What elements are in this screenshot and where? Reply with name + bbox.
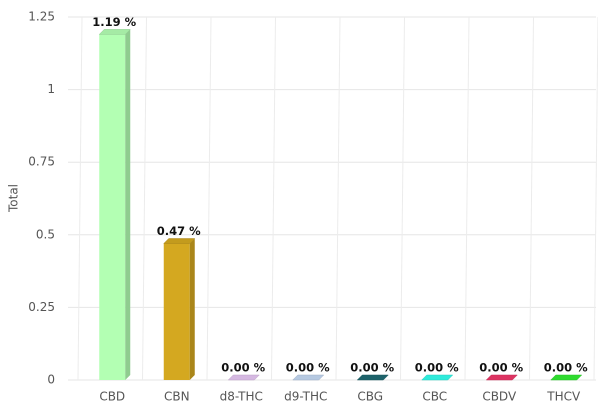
band-separator — [206, 16, 212, 381]
y-tick-label: 1.25 — [28, 10, 55, 24]
value-label: 0.00 % — [544, 361, 588, 375]
value-label: 0.00 % — [350, 361, 394, 375]
x-tick-label: d9-THC — [284, 390, 327, 404]
value-label: 0.00 % — [286, 361, 330, 375]
y-tick-label: 0.25 — [28, 300, 55, 314]
band-separator — [335, 16, 341, 381]
band-separator — [142, 16, 147, 381]
x-tick-label: CBC — [422, 390, 447, 404]
y-axis-label: Total — [7, 184, 21, 213]
band-separator — [464, 16, 470, 381]
y-tick-label: 1 — [47, 82, 55, 96]
value-label: 0.00 % — [221, 361, 265, 375]
bar — [99, 34, 126, 380]
band-separator — [529, 16, 534, 381]
band-separator — [77, 16, 83, 381]
bar-top — [227, 374, 260, 381]
bar-top — [421, 374, 454, 381]
y-tick-label: 0.75 — [28, 155, 55, 169]
value-label: 0.00 % — [479, 361, 523, 375]
x-tick-label: CBN — [164, 390, 190, 404]
bar-top — [292, 374, 325, 381]
x-tick-label: CBG — [357, 390, 383, 404]
x-tick-label: THCV — [546, 390, 581, 404]
bar-top — [550, 374, 583, 381]
bar-side — [125, 29, 131, 380]
bar-top — [356, 374, 389, 381]
value-label: 1.19 % — [92, 15, 136, 29]
bar-top — [98, 29, 131, 35]
y-tick-label: 0.5 — [36, 227, 55, 241]
band-separator — [400, 16, 405, 381]
x-tick-label: CBD — [99, 390, 125, 404]
bar-top — [163, 238, 196, 244]
x-tick-label: d8-THC — [220, 390, 263, 404]
bar-top — [485, 374, 518, 381]
band-separator — [593, 16, 598, 381]
value-label: 0.00 % — [415, 361, 459, 375]
band-separator — [271, 16, 276, 381]
x-tick-label: CBDV — [482, 390, 517, 404]
value-label: 0.47 % — [157, 224, 201, 238]
bar-side — [189, 238, 195, 380]
bar — [163, 243, 190, 380]
y-tick-label: 0 — [47, 373, 55, 387]
